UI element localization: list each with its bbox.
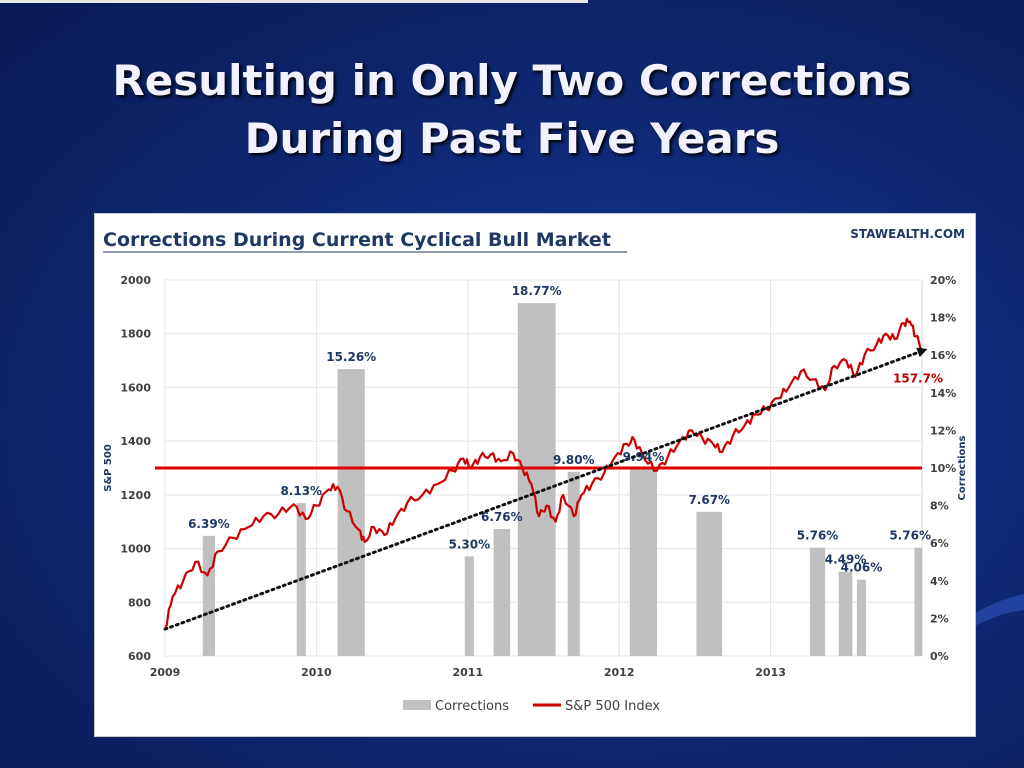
x-tick-label: 2012 [604,666,635,679]
legend-label-corrections: Corrections [435,699,509,714]
x-axis-tick-labels: 2009 2010 2011 2012 2013 [150,666,786,679]
correction-label-11: 4.49% [825,553,867,567]
chart-source-brand: STAWEALTH.COM [850,227,965,241]
correction-bar-1 [202,535,215,656]
trend-gain-label: 157.7% [893,371,943,385]
correction-bar-4 [464,556,474,656]
right-tick-label: 14% [930,387,956,400]
correction-label-6: 18.77% [512,284,562,298]
right-tick-label: 6% [930,537,949,550]
right-axis-tick-labels: 0% 2% 4% 6% 8% 10% 12% 14% 16% 18% 20% [930,274,956,663]
right-tick-label: 18% [930,312,956,325]
correction-bar-10 [809,547,826,656]
legend-swatch-corrections [403,700,431,710]
correction-label-2: 8.13% [280,484,322,498]
right-tick-label: 16% [930,349,956,362]
correction-label-7: 9.80% [553,453,595,467]
right-tick-label: 4% [930,575,949,588]
correction-bar-6 [517,303,556,656]
correction-label-3: 15.26% [326,350,376,364]
right-tick-label: 8% [930,500,949,513]
correction-bar-13 [914,547,922,656]
legend-label-sp500: S&P 500 Index [565,699,660,714]
left-axis-label: S&P 500 [103,444,114,492]
x-tick-label: 2013 [755,666,786,679]
correction-label-9: 7.67% [688,493,730,507]
x-tick-label: 2011 [452,666,483,679]
left-tick-label: 800 [128,596,151,609]
correction-label-12: 4.06% [841,561,883,575]
correction-bar-5 [493,528,511,656]
slide-title-line-2: During Past Five Years [244,114,780,163]
chart-canvas: Corrections During Current Cyclical Bull… [103,227,968,714]
right-tick-label: 0% [930,650,949,663]
correction-label-13: 5.76% [889,529,931,543]
right-tick-label: 2% [930,612,949,625]
correction-bar-9 [696,511,723,656]
left-tick-label: 1800 [120,328,151,341]
right-tick-label: 12% [930,424,956,437]
corrections-bars [202,303,922,656]
x-tick-label: 2010 [301,666,332,679]
sp500-index-line [163,317,923,630]
left-axis-tick-labels: 600 800 1000 1200 1400 1600 1800 2000 [120,274,151,663]
x-tick-label: 2009 [150,666,181,679]
correction-label-8: 9.94% [623,450,665,464]
correction-bar-11 [838,571,853,656]
chart-panel: Corrections During Current Cyclical Bull… [94,213,976,737]
correction-bar-8 [629,469,658,656]
correction-label-4: 5.30% [448,537,490,551]
correction-bar-7 [567,471,580,656]
correction-label-10: 5.76% [797,529,839,543]
trend-arrowhead [916,347,928,358]
right-axis-label: Corrections [957,435,968,500]
trend-line [163,350,920,631]
left-tick-label: 600 [128,650,151,663]
correction-bar-12 [856,579,866,656]
top-accent-bar [0,0,588,3]
left-tick-label: 1000 [120,543,151,556]
corner-swoosh-decoration [964,594,1024,632]
correction-label-5: 6.76% [481,510,523,524]
left-tick-label: 2000 [120,274,151,287]
left-tick-label: 1600 [120,381,151,394]
chart-title: Corrections During Current Cyclical Bull… [103,229,611,251]
correction-bar-3 [337,369,365,656]
left-tick-label: 1200 [120,489,151,502]
right-tick-label: 10% [930,462,956,475]
slide-title-line-1: Resulting in Only Two Corrections [112,56,912,105]
left-tick-label: 1400 [120,435,151,448]
right-tick-label: 20% [930,274,956,287]
correction-data-labels: 6.39% 8.13% 15.26% 5.30% 6.76% 18.77% 9.80% 9.9… [188,284,931,575]
correction-label-1: 6.39% [188,517,230,531]
